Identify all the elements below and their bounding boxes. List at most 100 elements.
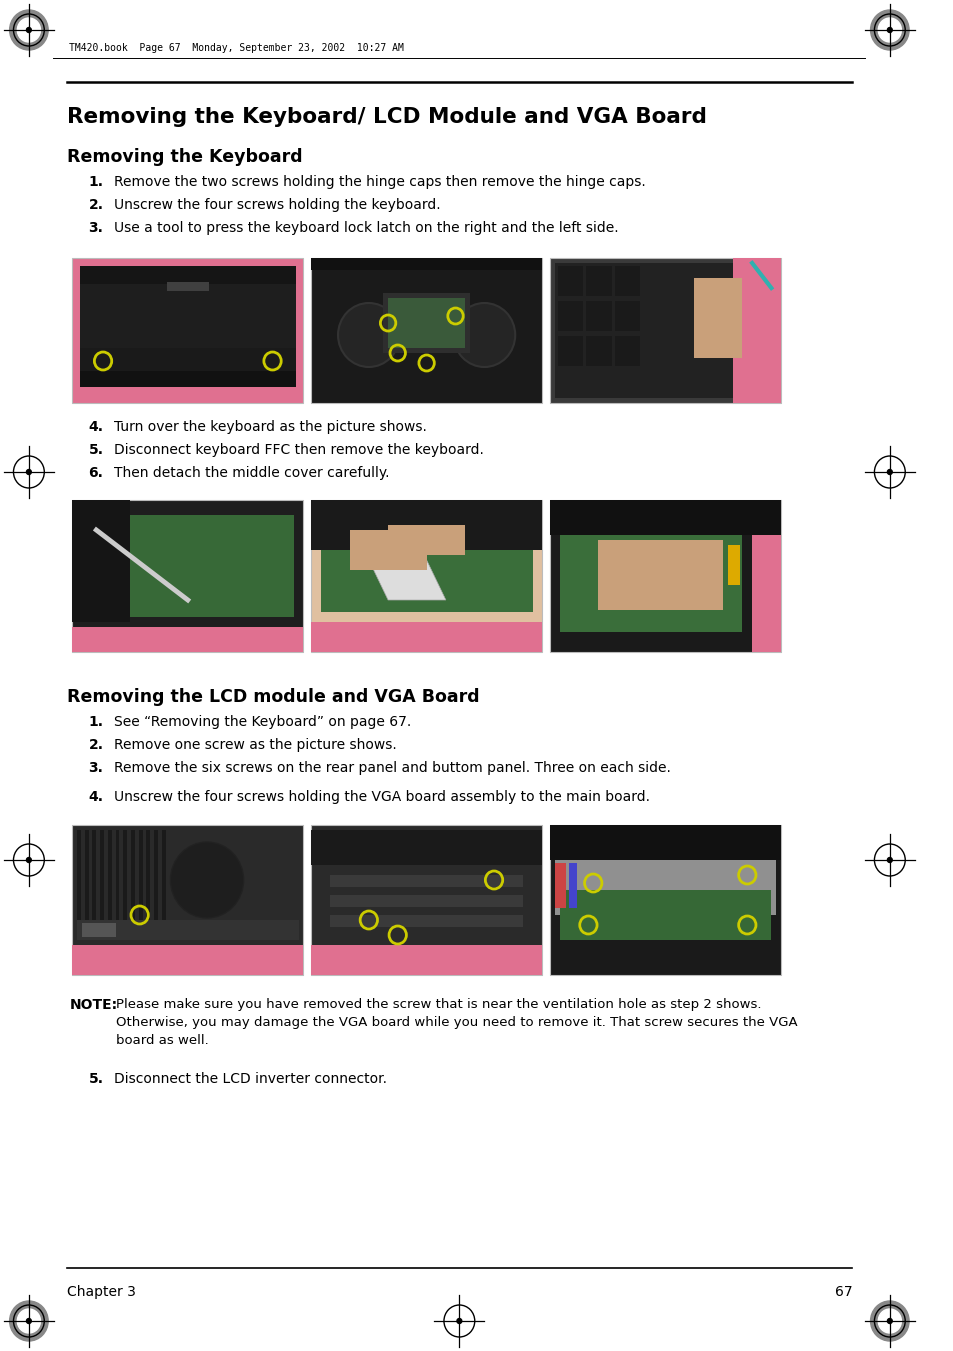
Text: NOTE:: NOTE:: [70, 998, 117, 1012]
Polygon shape: [369, 561, 445, 600]
Bar: [72, 258, 303, 403]
Text: 6.: 6.: [89, 466, 103, 480]
Bar: [330, 894, 522, 907]
Text: Disconnect keyboard FFC then remove the keyboard.: Disconnect keyboard FFC then remove the …: [113, 443, 483, 457]
Circle shape: [870, 1301, 908, 1342]
Bar: [694, 278, 741, 358]
Bar: [549, 825, 781, 975]
Text: Use a tool to press the keyboard lock latch on the right and the left side.: Use a tool to press the keyboard lock la…: [113, 222, 618, 235]
Bar: [558, 890, 771, 940]
Text: Please make sure you have removed the screw that is near the ventilation hole as: Please make sure you have removed the sc…: [115, 998, 760, 1011]
Bar: [557, 301, 582, 331]
Text: 2.: 2.: [89, 738, 104, 753]
Text: Then detach the middle cover carefully.: Then detach the middle cover carefully.: [113, 466, 389, 480]
Bar: [82, 923, 115, 938]
Circle shape: [886, 1319, 891, 1324]
Bar: [549, 500, 781, 653]
Bar: [549, 825, 781, 861]
Text: board as well.: board as well.: [115, 1034, 208, 1047]
Bar: [727, 544, 739, 585]
Bar: [554, 861, 776, 915]
Text: Remove the two screws holding the hinge caps then remove the hinge caps.: Remove the two screws holding the hinge …: [113, 176, 645, 189]
Bar: [311, 621, 541, 653]
Bar: [80, 266, 295, 357]
Bar: [311, 258, 541, 270]
Bar: [80, 266, 295, 284]
Bar: [123, 830, 127, 925]
Text: TM420.book  Page 67  Monday, September 23, 2002  10:27 AM: TM420.book Page 67 Monday, September 23,…: [70, 43, 404, 53]
Bar: [330, 915, 522, 927]
Bar: [91, 515, 294, 617]
Text: Otherwise, you may damage the VGA board while you need to remove it. That screw : Otherwise, you may damage the VGA board …: [115, 1016, 797, 1029]
Bar: [77, 830, 81, 925]
Circle shape: [10, 9, 48, 50]
Text: 5.: 5.: [89, 1071, 104, 1086]
Bar: [751, 500, 781, 653]
Bar: [549, 500, 781, 535]
Bar: [311, 258, 541, 403]
Bar: [557, 336, 582, 366]
Text: 5.: 5.: [89, 443, 104, 457]
Circle shape: [453, 303, 515, 367]
Circle shape: [886, 27, 891, 32]
Bar: [72, 825, 303, 975]
Circle shape: [886, 858, 891, 862]
Bar: [91, 515, 294, 617]
Bar: [554, 863, 566, 908]
Bar: [108, 830, 112, 925]
Bar: [615, 301, 639, 331]
Text: Removing the LCD module and VGA Board: Removing the LCD module and VGA Board: [68, 688, 479, 707]
Bar: [569, 863, 577, 908]
Circle shape: [27, 1319, 31, 1324]
Bar: [586, 266, 611, 296]
Bar: [162, 830, 166, 925]
Bar: [146, 830, 150, 925]
Circle shape: [878, 1309, 901, 1333]
Text: Remove one screw as the picture shows.: Remove one screw as the picture shows.: [113, 738, 395, 753]
Bar: [72, 944, 303, 975]
Circle shape: [27, 27, 31, 32]
Text: 4.: 4.: [89, 790, 104, 804]
Bar: [311, 500, 541, 550]
Bar: [154, 830, 158, 925]
Bar: [77, 920, 298, 940]
Bar: [615, 336, 639, 366]
Text: Unscrew the four screws holding the VGA board assembly to the main board.: Unscrew the four screws holding the VGA …: [113, 790, 649, 804]
Bar: [388, 526, 465, 555]
Bar: [320, 520, 532, 612]
Bar: [92, 830, 96, 925]
Bar: [598, 540, 722, 611]
Circle shape: [17, 18, 40, 42]
Text: 1.: 1.: [89, 715, 104, 730]
Text: 1.: 1.: [89, 176, 104, 189]
Bar: [72, 500, 130, 621]
Circle shape: [171, 842, 243, 917]
Text: 3.: 3.: [89, 222, 103, 235]
Bar: [349, 530, 426, 570]
Bar: [100, 830, 104, 925]
Text: Turn over the keyboard as the picture shows.: Turn over the keyboard as the picture sh…: [113, 420, 426, 434]
Text: Remove the six screws on the rear panel and buttom panel. Three on each side.: Remove the six screws on the rear panel …: [113, 761, 670, 775]
Bar: [311, 500, 541, 653]
Text: See “Removing the Keyboard” on page 67.: See “Removing the Keyboard” on page 67.: [113, 715, 411, 730]
Bar: [72, 627, 303, 653]
Circle shape: [27, 470, 31, 474]
Bar: [732, 258, 781, 403]
Bar: [80, 372, 295, 386]
Bar: [558, 509, 741, 632]
Bar: [138, 830, 142, 925]
Bar: [549, 258, 781, 403]
Bar: [167, 282, 209, 290]
Text: 67: 67: [834, 1285, 851, 1300]
Circle shape: [870, 9, 908, 50]
Circle shape: [10, 1301, 48, 1342]
Circle shape: [337, 303, 399, 367]
Bar: [311, 944, 541, 975]
Bar: [311, 825, 541, 975]
Text: 4.: 4.: [89, 420, 104, 434]
Bar: [85, 830, 89, 925]
Text: Removing the Keyboard/ LCD Module and VGA Board: Removing the Keyboard/ LCD Module and VG…: [68, 107, 706, 127]
Circle shape: [878, 18, 901, 42]
Text: Chapter 3: Chapter 3: [68, 1285, 136, 1300]
Circle shape: [27, 858, 31, 862]
